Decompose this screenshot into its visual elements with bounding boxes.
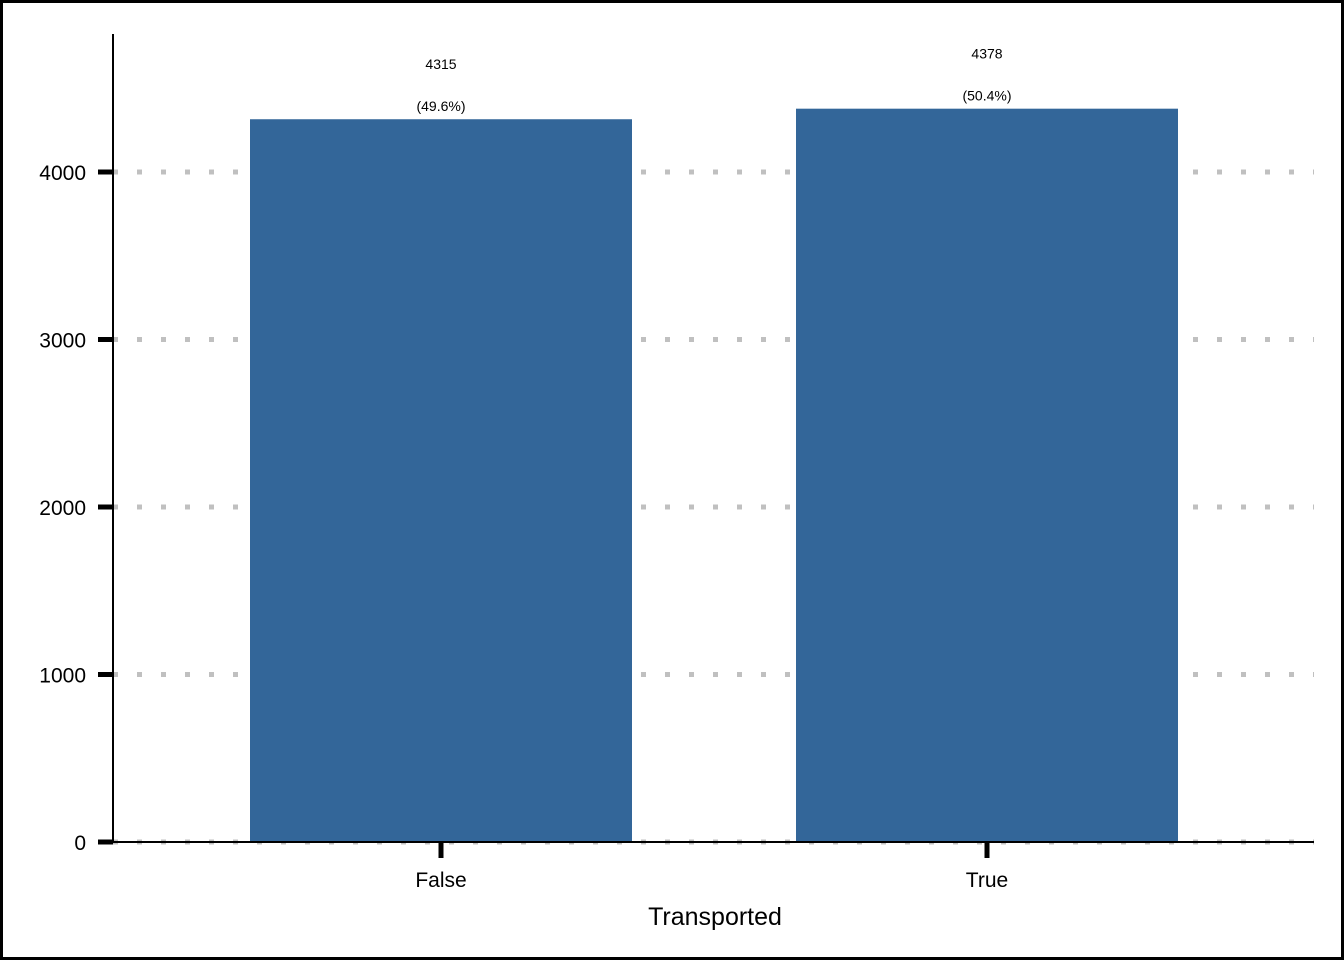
y-tick-label: 4000 xyxy=(39,162,86,185)
x-tick-label: False xyxy=(415,869,466,892)
bars xyxy=(250,108,1178,843)
axes xyxy=(112,34,1314,843)
y-tick-label: 0 xyxy=(74,832,86,855)
bar-true xyxy=(796,108,1178,842)
x-tick-label: True xyxy=(966,869,1008,892)
percent-label: (49.6%) xyxy=(416,98,465,114)
y-tick-label: 1000 xyxy=(39,665,86,688)
x-axis-title: Transported xyxy=(648,903,782,931)
x-ticks: False True xyxy=(415,842,1008,892)
bar-false xyxy=(250,119,632,843)
y-tick-label: 3000 xyxy=(39,330,86,353)
y-tick-label: 2000 xyxy=(39,497,86,520)
value-label: 4378 xyxy=(971,46,1002,62)
value-label: 4315 xyxy=(425,56,456,72)
percent-label: (50.4%) xyxy=(962,88,1011,104)
y-ticks: 0 1000 2000 3000 4000 xyxy=(39,162,113,855)
data-labels: 4315 (49.6%) 4378 (50.4%) xyxy=(416,46,1011,115)
